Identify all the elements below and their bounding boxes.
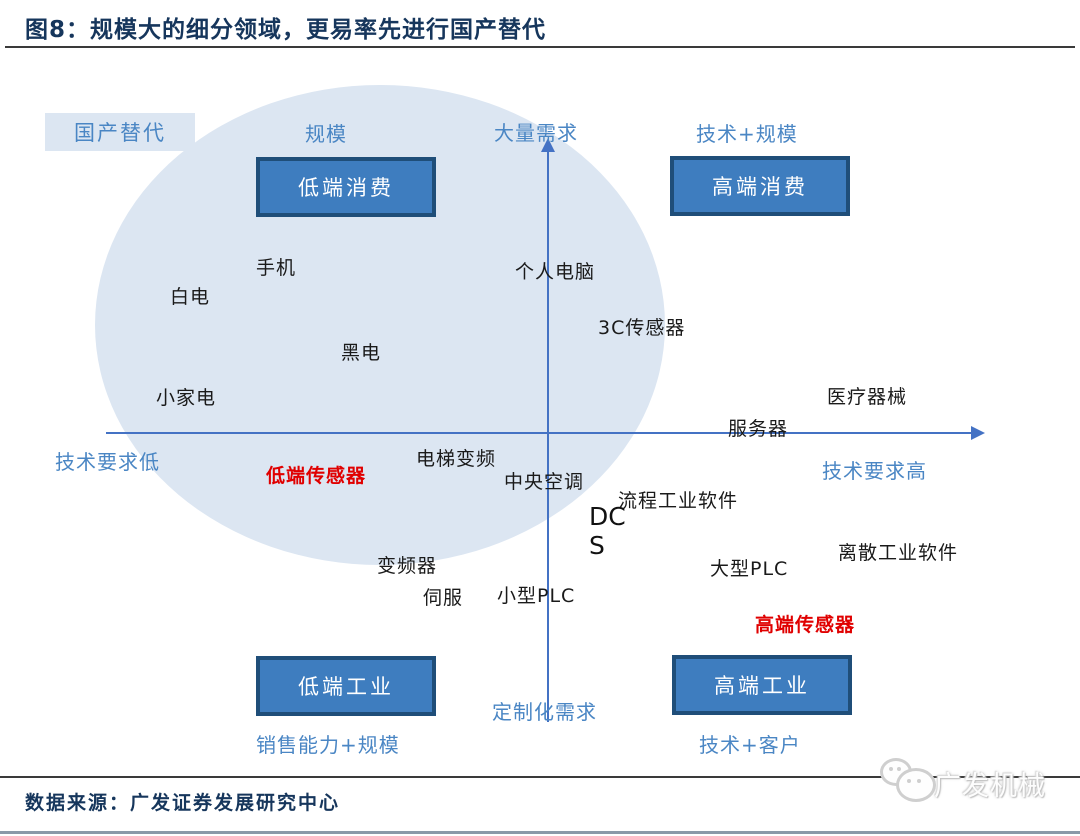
- figure-title: 图8：规模大的细分领域，更易率先进行国产替代: [25, 17, 547, 43]
- item-small-appliances: 小家电: [156, 387, 217, 409]
- item-personal-computers: 个人电脑: [515, 261, 596, 283]
- item-central-ac: 中央空调: [504, 471, 585, 493]
- wechat-bubble-icon: [896, 768, 936, 802]
- x-axis-line: [106, 432, 973, 434]
- item-servo: 伺服: [423, 587, 464, 609]
- item-discrete-industrial-software: 离散工业软件: [838, 542, 959, 564]
- watermark-brand: 广发机械: [934, 771, 1046, 802]
- item-servers: 服务器: [728, 418, 789, 440]
- highlight-high-end-sensors: 高端传感器: [755, 614, 856, 636]
- y-axis-label-top: 大量需求: [494, 121, 578, 145]
- item-black-goods: 黑电: [341, 342, 382, 364]
- x-axis-label-left: 技术要求低: [55, 450, 160, 474]
- bottom-border: [0, 831, 1080, 834]
- item-large-plc: 大型PLC: [710, 558, 789, 580]
- title-divider: [5, 46, 1075, 48]
- item-inverters: 变频器: [377, 555, 438, 577]
- box-high-end-industrial: 高端工业: [672, 655, 852, 715]
- item-process-industrial-software: 流程工业软件: [618, 490, 739, 512]
- data-source: 数据来源：广发证券发展研究中心: [25, 792, 341, 814]
- item-elevator-vfd: 电梯变频: [416, 448, 497, 470]
- wechat-watermark: 广发机械: [878, 758, 1078, 808]
- item-mobile-phones: 手机: [256, 257, 297, 279]
- item-small-plc: 小型PLC: [497, 585, 576, 607]
- item-white-goods: 白电: [170, 286, 211, 308]
- box-low-end-industrial: 低端工业: [256, 656, 436, 716]
- y-axis-line: [547, 150, 549, 722]
- item-medical-devices: 医疗器械: [827, 386, 908, 408]
- highlight-low-end-sensors: 低端传感器: [266, 465, 367, 487]
- domestic-substitution-tag: 国产替代: [45, 113, 195, 151]
- y-axis-label-bottom: 定制化需求: [492, 700, 597, 724]
- x-axis-arrowhead-icon: [971, 426, 985, 440]
- quadrant-label-tech-customer: 技术+客户: [699, 733, 801, 757]
- box-low-end-consumer: 低端消费: [256, 157, 436, 217]
- quadrant-label-tech-scale: 技术+规模: [696, 122, 798, 146]
- item-dcs: DCS: [589, 502, 626, 560]
- source-divider: [0, 776, 1080, 778]
- quadrant-label-sales-scale: 销售能力+规模: [256, 733, 400, 757]
- y-axis-arrowhead-icon: [541, 138, 555, 152]
- item-3c-sensors: 3C传感器: [598, 317, 686, 339]
- box-high-end-consumer: 高端消费: [670, 156, 850, 216]
- x-axis-label-right: 技术要求高: [822, 459, 927, 483]
- quadrant-label-scale: 规模: [305, 122, 347, 146]
